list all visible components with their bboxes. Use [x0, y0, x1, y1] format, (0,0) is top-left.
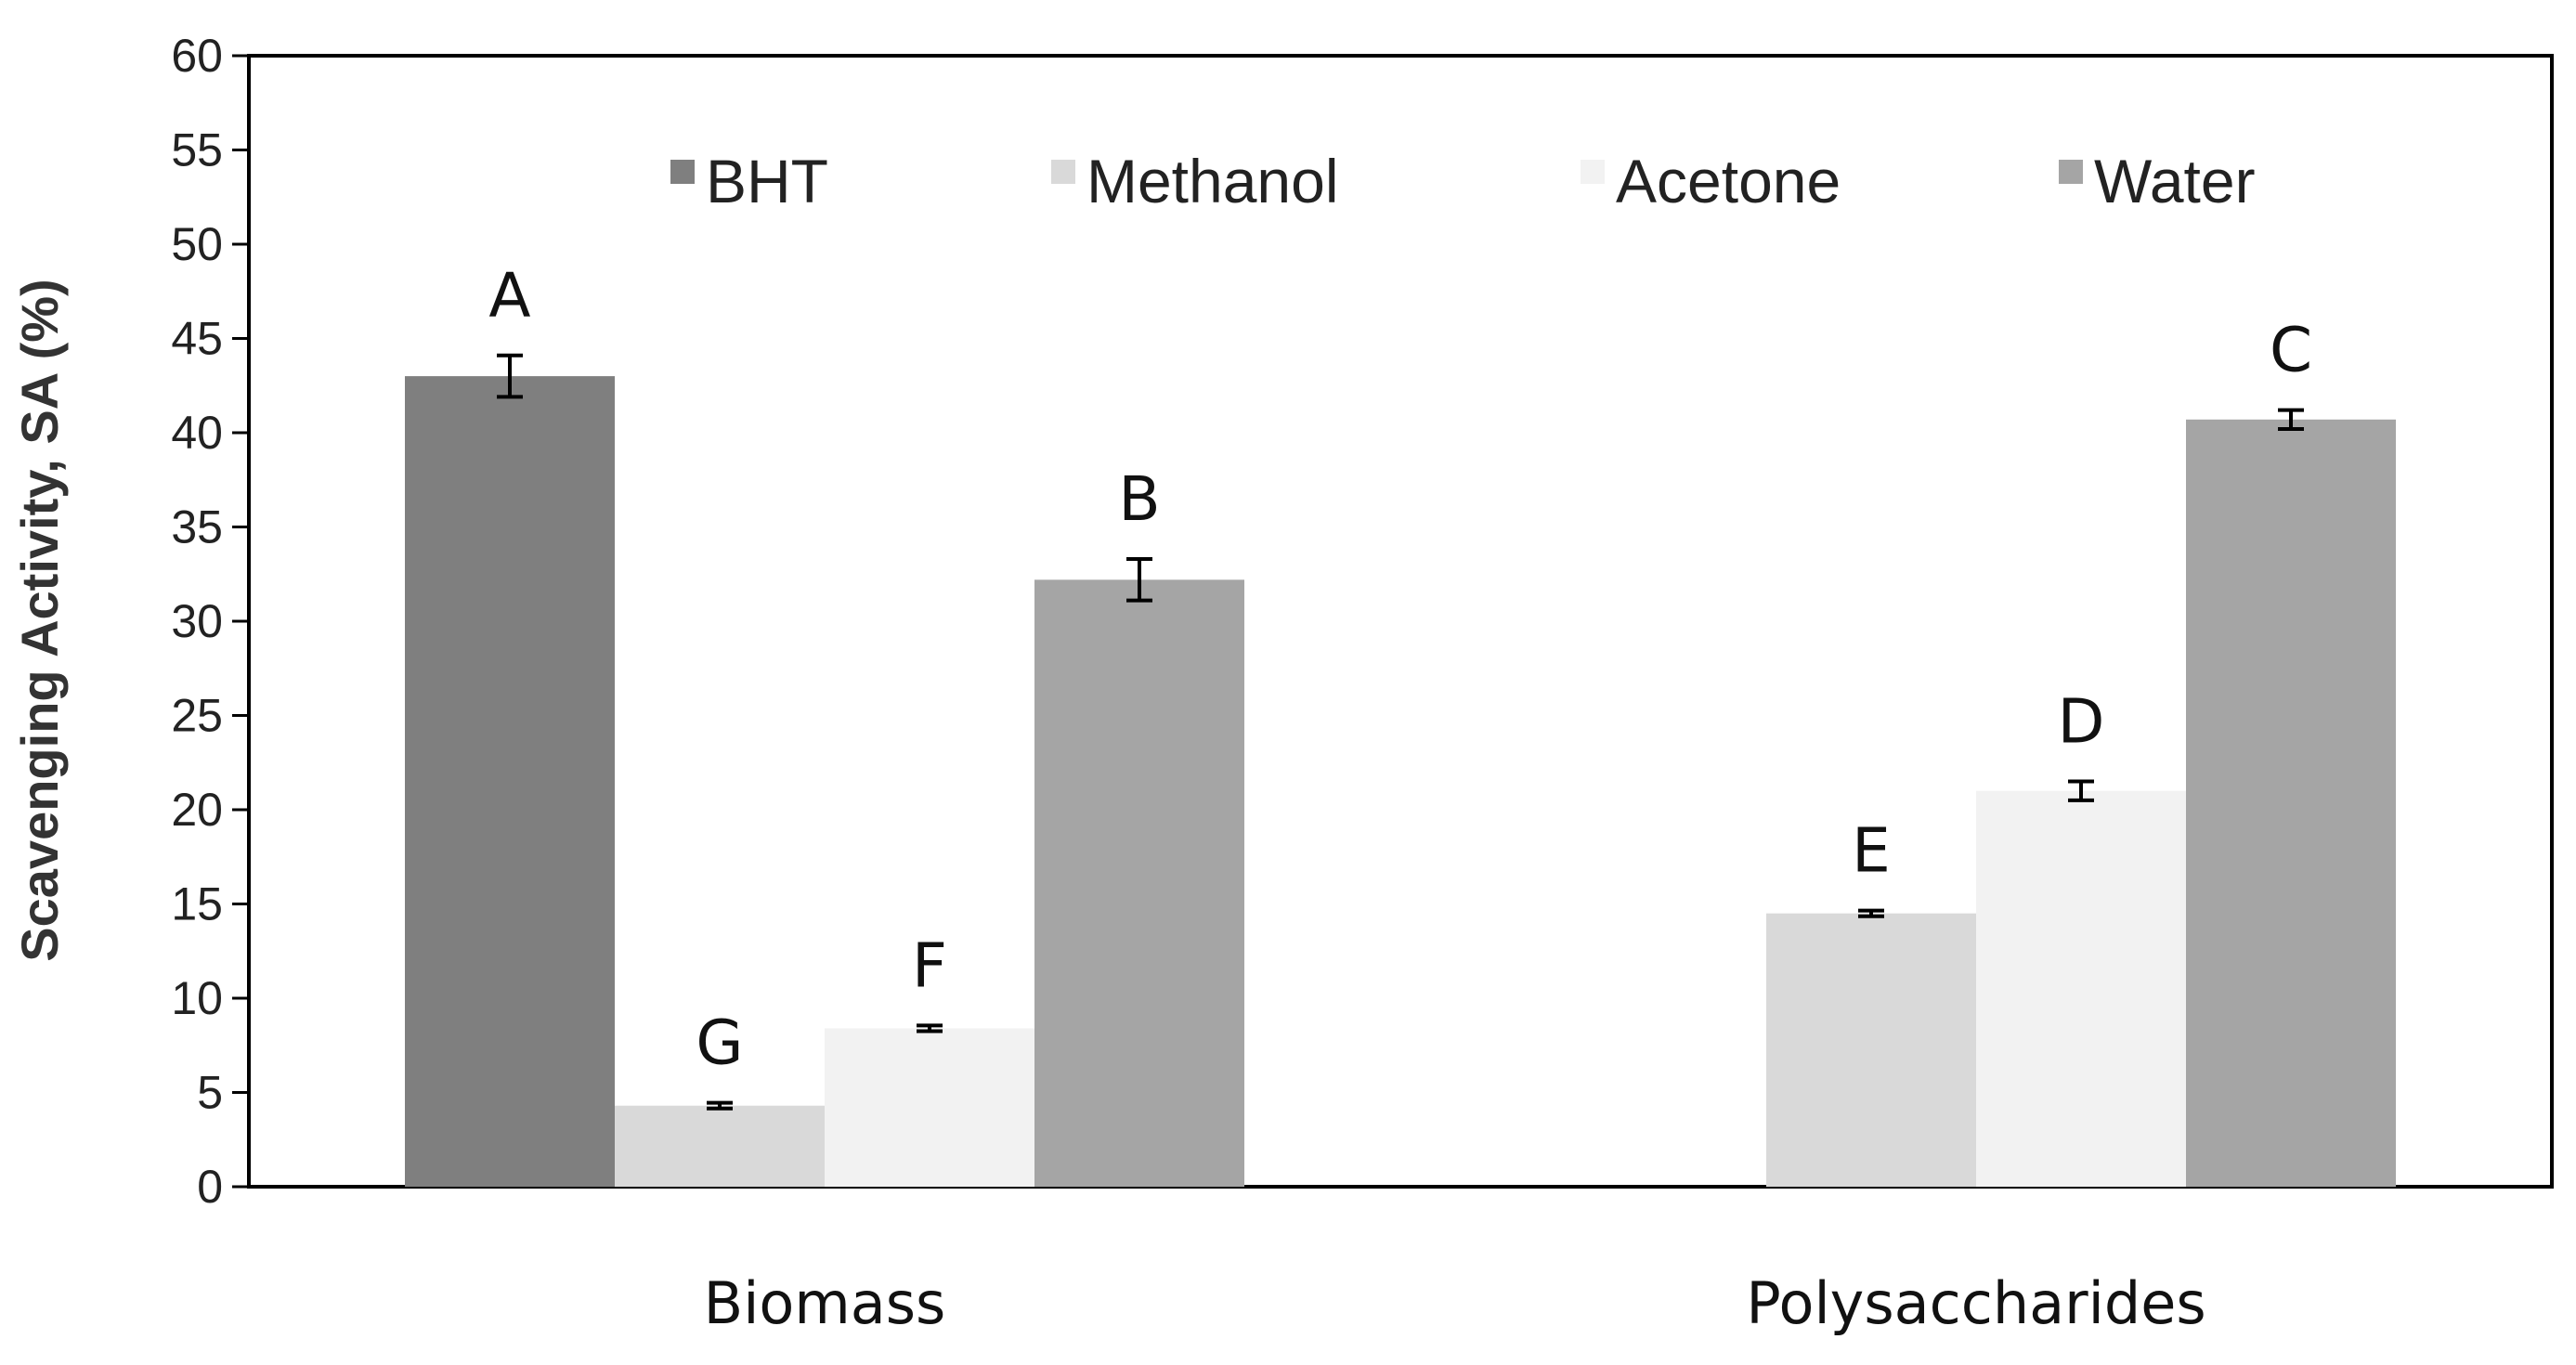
y-tick-label: 45: [171, 313, 223, 365]
bar: [825, 1028, 1034, 1187]
y-tick-label: 0: [197, 1161, 223, 1213]
y-axis: 0 5 10 15 20 25 30 35 40 45 50 55 60: [171, 30, 249, 1213]
y-tick-label: 50: [171, 218, 223, 270]
y-tick-label: 55: [171, 124, 223, 176]
bar-letter-label: G: [696, 1008, 743, 1079]
x-category-label: Polysaccharides: [1746, 1269, 2205, 1337]
y-tick-label: 5: [197, 1067, 223, 1119]
bar: [2186, 419, 2396, 1187]
bar-letter-label: C: [2270, 315, 2312, 386]
y-tick-label: 60: [171, 30, 223, 82]
y-tick-label: 15: [171, 878, 223, 930]
bar-letter-label: A: [488, 260, 530, 332]
x-category-label: Biomass: [704, 1269, 946, 1337]
bar: [405, 376, 615, 1188]
legend-swatch: [1051, 160, 1075, 184]
y-tick-label: 20: [171, 784, 223, 836]
legend-label: Water: [2094, 147, 2256, 215]
legend-label: Acetone: [1616, 147, 1841, 215]
bar: [1976, 790, 2186, 1187]
y-tick-label: 30: [171, 595, 223, 647]
bar: [615, 1105, 825, 1187]
legend-swatch: [2059, 160, 2083, 184]
y-tick-label: 10: [171, 972, 223, 1024]
bar: [1034, 579, 1244, 1187]
y-tick-label: 40: [171, 407, 223, 459]
legend-label: Methanol: [1086, 147, 1339, 215]
bars: A G F B E D C: [405, 260, 2396, 1188]
y-tick-label: 35: [171, 501, 223, 553]
legend-swatch: [1581, 160, 1605, 184]
y-axis-title: Scavenging Activity, SA (%): [10, 279, 69, 961]
y-tick-label: 25: [171, 690, 223, 742]
bar-letter-label: B: [1118, 463, 1160, 535]
legend-swatch: [670, 160, 695, 184]
x-axis: Biomass Polysaccharides: [704, 1269, 2206, 1337]
bar: [1766, 913, 1976, 1187]
legend-label: BHT: [706, 147, 828, 215]
bar-letter-label: F: [912, 930, 947, 1001]
legend: BHT Methanol Acetone Water: [670, 147, 2256, 215]
bar-letter-label: D: [2058, 686, 2105, 758]
bar-letter-label: E: [1852, 815, 1891, 887]
